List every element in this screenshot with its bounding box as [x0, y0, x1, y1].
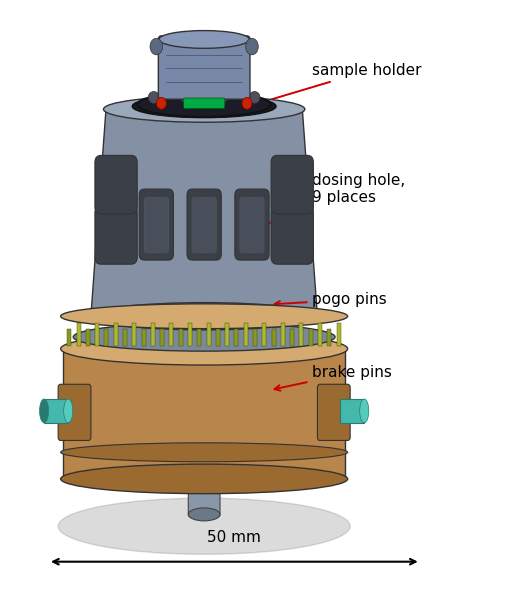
Bar — [336, 324, 341, 346]
FancyBboxPatch shape — [271, 155, 314, 214]
FancyBboxPatch shape — [240, 198, 264, 253]
Bar — [318, 324, 322, 346]
Ellipse shape — [103, 96, 305, 122]
Text: brake pins: brake pins — [274, 365, 392, 390]
Ellipse shape — [58, 498, 350, 554]
FancyBboxPatch shape — [58, 384, 91, 441]
Ellipse shape — [61, 443, 348, 461]
Bar — [253, 330, 257, 346]
Bar — [235, 330, 238, 346]
Bar — [169, 324, 174, 346]
Ellipse shape — [150, 38, 162, 55]
Text: pogo pins: pogo pins — [274, 292, 387, 307]
Ellipse shape — [188, 508, 220, 521]
Polygon shape — [91, 109, 318, 316]
Bar — [132, 324, 136, 346]
Bar — [290, 330, 294, 346]
Ellipse shape — [61, 333, 348, 365]
Bar — [281, 324, 285, 346]
Ellipse shape — [132, 95, 276, 118]
Bar — [86, 330, 90, 346]
Ellipse shape — [141, 99, 267, 118]
Bar — [207, 324, 211, 346]
Ellipse shape — [156, 97, 166, 109]
Bar — [188, 324, 192, 346]
Polygon shape — [63, 349, 345, 479]
Ellipse shape — [186, 479, 222, 490]
Ellipse shape — [159, 30, 249, 48]
Ellipse shape — [249, 91, 260, 103]
Bar — [76, 324, 80, 346]
Bar — [104, 330, 108, 346]
Bar — [123, 330, 127, 346]
Bar — [197, 330, 201, 346]
FancyBboxPatch shape — [235, 189, 269, 260]
Ellipse shape — [246, 38, 258, 55]
FancyBboxPatch shape — [158, 36, 250, 99]
FancyBboxPatch shape — [184, 98, 225, 109]
Ellipse shape — [89, 303, 320, 330]
Polygon shape — [340, 399, 364, 423]
Bar — [95, 324, 99, 346]
FancyBboxPatch shape — [318, 384, 350, 441]
Ellipse shape — [61, 464, 348, 494]
FancyBboxPatch shape — [192, 198, 216, 253]
Text: sample holder: sample holder — [243, 63, 422, 109]
Text: 50 mm: 50 mm — [208, 530, 261, 545]
FancyBboxPatch shape — [95, 205, 137, 264]
Bar — [160, 330, 164, 346]
FancyBboxPatch shape — [95, 155, 137, 214]
Bar — [308, 330, 313, 346]
Bar — [179, 330, 183, 346]
Ellipse shape — [137, 92, 271, 117]
Ellipse shape — [64, 399, 73, 423]
Bar — [67, 330, 71, 346]
Bar — [262, 324, 266, 346]
Bar — [114, 324, 118, 346]
Bar — [244, 324, 248, 346]
Bar — [299, 324, 303, 346]
Bar — [271, 330, 275, 346]
Ellipse shape — [40, 399, 48, 423]
Text: dosing hole,
9 places: dosing hole, 9 places — [259, 173, 406, 227]
Ellipse shape — [242, 97, 252, 109]
Polygon shape — [44, 399, 68, 423]
Bar — [216, 330, 220, 346]
Ellipse shape — [73, 323, 335, 351]
Bar — [225, 324, 229, 346]
Bar — [142, 330, 146, 346]
FancyBboxPatch shape — [271, 205, 314, 264]
Ellipse shape — [148, 91, 159, 103]
FancyBboxPatch shape — [139, 189, 174, 260]
FancyBboxPatch shape — [187, 189, 221, 260]
Ellipse shape — [181, 91, 192, 103]
FancyBboxPatch shape — [188, 467, 220, 517]
Ellipse shape — [216, 91, 228, 103]
Bar — [327, 330, 331, 346]
Bar — [151, 324, 155, 346]
FancyBboxPatch shape — [144, 198, 168, 253]
Ellipse shape — [61, 304, 348, 329]
Ellipse shape — [360, 399, 369, 423]
